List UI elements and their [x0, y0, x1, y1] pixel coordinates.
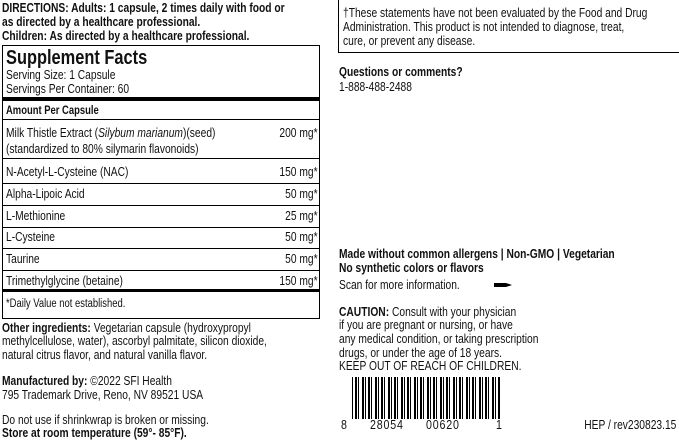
other-ingredients: Other ingredients: Vegetarian capsule (h… — [2, 321, 251, 335]
caution: any medical condition, or taking prescri… — [339, 332, 539, 346]
manufacturer: Manufactured by: ©2022 SFI Health — [2, 374, 172, 388]
ingredient-amount: 50 mg* — [285, 252, 318, 267]
label: Other ingredients: — [2, 321, 91, 335]
ingredient-part: )(seed) — [182, 126, 216, 140]
disclaimer: †These statements have not been evaluate… — [343, 6, 648, 20]
claims: No synthetic colors or flavors — [339, 261, 484, 275]
ingredient-name: N-Acetyl-L-Cysteine (NAC) — [6, 165, 129, 179]
directions-line: DIRECTIONS: Adults: 1 capsule, 2 times d… — [2, 1, 285, 15]
rule — [3, 270, 319, 272]
text: ©2022 SFI Health — [90, 374, 172, 388]
directions-line: as directed by a healthcare professional… — [2, 15, 201, 29]
rule — [3, 158, 319, 159]
ingredient-name: Milk Thistle Extract (Silybum marianum)(… — [6, 126, 215, 140]
barcode — [352, 377, 500, 419]
scan-text: Scan for more information. — [339, 278, 460, 292]
phone: 1-888-488-2488 — [339, 80, 412, 94]
rule — [3, 119, 319, 120]
caution: KEEP OUT OF REACH OF CHILDREN. — [339, 359, 522, 373]
disclaimer-box — [338, 0, 679, 53]
text: Vegetarian capsule (hydroxypropyl — [93, 321, 251, 335]
claims: Made without common allergens | Non-GMO … — [339, 247, 615, 261]
ingredient-amount: 150 mg* — [279, 165, 318, 179]
lot-code: HEP / rev230823.15 — [583, 418, 676, 432]
ingredient-amount: 25 mg* — [285, 208, 318, 223]
rule — [3, 248, 319, 250]
ingredient-latin: Silybum marianum — [98, 126, 183, 140]
rule — [3, 204, 319, 206]
storage: Store at room temperature (59°- 85°F). — [2, 426, 187, 440]
ingredient-amount: 50 mg* — [285, 186, 318, 201]
ingredient-detail: (standardized to 80% silymarin flavonoid… — [6, 142, 199, 156]
caution: drugs, or under the age of 18 years. — [339, 346, 502, 360]
ingredient-name: L-Methionine — [6, 208, 66, 223]
servings-per-container: Servings Per Container: 60 — [6, 82, 130, 96]
contact-title: Questions or comments? — [339, 65, 463, 79]
other-ingredients: natural citrus flavor, and natural vanil… — [2, 348, 208, 362]
barcode-digit: 1 — [496, 417, 502, 432]
caution: if you are pregnant or nursing, or have — [339, 318, 513, 332]
rule — [3, 289, 319, 292]
label: CAUTION: — [339, 305, 390, 319]
facts-footnote: *Daily Value not established. — [6, 298, 126, 310]
directions-line: Children: As directed by a healthcare pr… — [2, 29, 250, 43]
arrow — [494, 283, 512, 287]
ingredient-name: Milk Thistle Extract ( — [6, 126, 99, 140]
amount-header: Amount Per Capsule — [6, 105, 99, 117]
ingredient-name: Trimethylglycine (betaine) — [6, 274, 123, 288]
ingredient-name: L-Cysteine — [6, 230, 55, 245]
facts-box — [2, 45, 320, 319]
barcode-digit: 28054 — [370, 417, 404, 432]
manufacturer-address: 795 Trademark Drive, Reno, NV 89521 USA — [2, 388, 204, 402]
ingredient-amount: 150 mg* — [279, 274, 318, 288]
ingredient-amount: 50 mg* — [285, 230, 318, 245]
serving-size: Serving Size: 1 Capsule — [6, 68, 116, 82]
label: Manufactured by: — [2, 374, 88, 388]
caution: CAUTION: Consult with your physician — [339, 305, 516, 319]
ingredient-name: Taurine — [6, 252, 40, 267]
rule — [3, 226, 319, 228]
rule — [3, 183, 319, 184]
barcode-digit: 8 — [341, 417, 347, 432]
text: Consult with your physician — [391, 305, 517, 319]
ingredient-amount: 200 mg* — [279, 126, 318, 140]
disclaimer: cure, or prevent any disease. — [343, 34, 476, 48]
rule — [3, 97, 319, 101]
other-ingredients: methylcellulose, water), ascorbyl palmit… — [2, 334, 267, 348]
facts-title: Supplement Facts — [6, 47, 148, 69]
ingredient-name: Alpha-Lipoic Acid — [6, 186, 85, 201]
barcode-digit: 00620 — [426, 417, 460, 432]
warning: Do not use if shrinkwrap is broken or mi… — [2, 413, 209, 427]
disclaimer: Administration. This product is not inte… — [343, 20, 625, 34]
